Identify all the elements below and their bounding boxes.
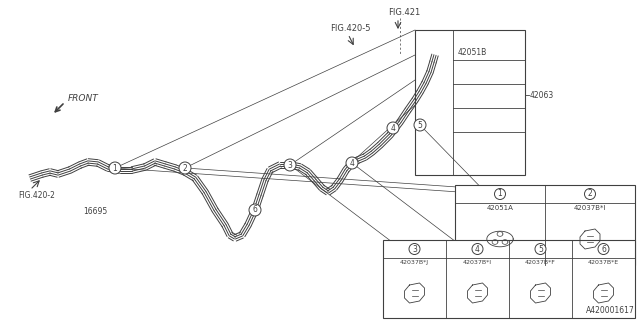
Bar <box>455 185 635 265</box>
Text: 6: 6 <box>253 205 257 214</box>
Text: FRONT: FRONT <box>68 93 99 102</box>
Text: 42037B*I: 42037B*I <box>574 205 606 211</box>
Circle shape <box>409 244 420 254</box>
Text: A420001617: A420001617 <box>586 306 635 315</box>
Circle shape <box>414 119 426 131</box>
Bar <box>383 240 635 318</box>
Text: 3: 3 <box>287 161 292 170</box>
Text: 42037B*J: 42037B*J <box>400 260 429 265</box>
Circle shape <box>284 159 296 171</box>
Circle shape <box>535 244 546 254</box>
Text: FIG.421: FIG.421 <box>388 7 420 17</box>
Text: 5: 5 <box>417 121 422 130</box>
Text: 42037B*I: 42037B*I <box>463 260 492 265</box>
Text: FIG.420-2: FIG.420-2 <box>18 190 55 199</box>
Circle shape <box>109 162 121 174</box>
Text: 6: 6 <box>601 244 606 253</box>
Circle shape <box>598 244 609 254</box>
Circle shape <box>387 122 399 134</box>
Circle shape <box>584 188 595 199</box>
Text: 42037B*F: 42037B*F <box>525 260 556 265</box>
Text: 5: 5 <box>538 244 543 253</box>
Text: FIG.420-5: FIG.420-5 <box>330 23 371 33</box>
Circle shape <box>249 204 261 216</box>
Text: 3: 3 <box>412 244 417 253</box>
Text: 16695: 16695 <box>83 207 107 217</box>
Circle shape <box>495 188 506 199</box>
Text: 42063: 42063 <box>530 91 554 100</box>
Text: 42051B: 42051B <box>458 47 487 57</box>
Circle shape <box>346 157 358 169</box>
Text: 1: 1 <box>113 164 117 172</box>
Text: 42051A: 42051A <box>486 205 513 211</box>
Bar <box>415 30 525 175</box>
Text: 4: 4 <box>349 158 355 167</box>
Text: 4: 4 <box>390 124 396 132</box>
Circle shape <box>472 244 483 254</box>
Text: 42037B*E: 42037B*E <box>588 260 619 265</box>
Text: 2: 2 <box>182 164 188 172</box>
Text: 2: 2 <box>588 189 593 198</box>
Text: 1: 1 <box>498 189 502 198</box>
Circle shape <box>179 162 191 174</box>
Text: 4: 4 <box>475 244 480 253</box>
